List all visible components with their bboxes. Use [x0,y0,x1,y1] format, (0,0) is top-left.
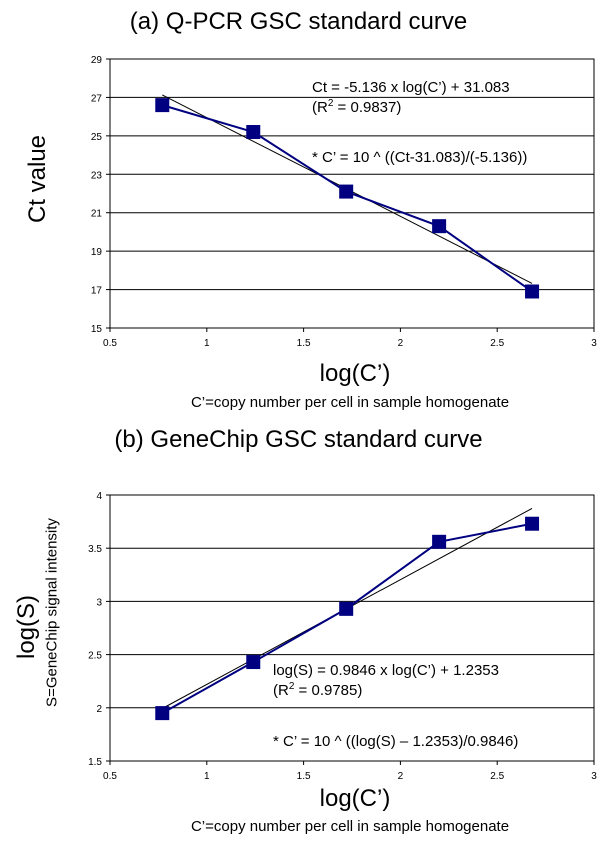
y-tick-label: 1.5 [88,757,102,768]
x-tick-label: 1.5 [297,338,311,349]
data-point [246,655,261,670]
plot-frame [109,494,595,762]
chart-title: (b) GeneChip GSC standard curve [114,426,483,453]
y-tick-label: 21 [91,209,103,220]
equation-label: log(S) = 0.9846 x log(C’) + 1.2353 [273,662,499,679]
y-tick-label: 29 [91,55,103,66]
x-tick-label: 1 [204,771,210,782]
x-tick-label: 2 [398,338,404,349]
y-tick-label: 2.5 [88,651,102,662]
y-tick-label: 23 [91,170,103,181]
y-tick-label: 19 [91,247,103,258]
x-axis-note: C’=copy number per cell in sample homoge… [190,818,510,835]
x-tick-label: 2.5 [490,338,504,349]
x-tick-label: 1 [204,338,210,349]
data-point [525,516,540,531]
r-squared-label: (R2 = 0.9837) [312,98,401,116]
x-tick-label: 3 [591,338,597,349]
y-tick-label: 17 [91,286,103,297]
y-tick-label: 27 [91,93,103,104]
inverse-formula-label: * C’ = 10 ^ ((Ct-31.083)/(-5.136)) [312,149,527,166]
x-tick-label: 1.5 [297,771,311,782]
y-tick-label: 3.5 [88,544,102,555]
x-tick-label: 0.5 [103,338,117,349]
chart-plot-b: 1.5 2 2.5 3 3.5 4 0.5 1 1.5 2 2.5 3 log(S) = 0.9846 … [88,491,597,782]
y-tick-label: 3 [96,597,102,608]
data-point [246,125,261,140]
r-squared-label: (R2 = 0.9785) [273,681,362,699]
chart-title: (a) Q-PCR GSC standard curve [129,8,468,35]
y-tick-label: 2 [96,704,102,715]
x-axis-label: log(C’) [319,785,391,812]
data-point [339,184,354,199]
data-point [339,601,354,616]
y-tick-label: 4 [96,491,102,502]
chart-panel-a: (a) Q-PCR GSC standard curve Ct value 15… [0,0,597,422]
x-axis-label: log(C’) [319,360,391,387]
x-axis-note: C’=copy number per cell in sample homoge… [190,394,510,411]
data-point [525,284,540,299]
chart-panel-b: (b) GeneChip GSC standard curve log(S) S… [0,422,597,849]
x-tick-label: 2.5 [490,771,504,782]
x-tick-label: 0.5 [103,771,117,782]
data-point [155,706,170,721]
y-tick-label: 25 [91,132,103,143]
inverse-formula-label: * C’ = 10 ^ ((log(S) – 1.2353)/0.9846) [273,733,518,750]
plot-frame [109,58,595,329]
chart-plot-a: 15 17 19 21 23 25 27 29 0.5 1 1.5 2 2.5 3 Ct = -5.136 … [91,55,597,349]
data-point [432,534,447,549]
x-tick-label: 2 [398,771,404,782]
y-tick-label: 15 [91,324,103,335]
x-tick-label: 3 [591,771,597,782]
data-point [432,219,447,234]
data-point [155,98,170,113]
equation-label: Ct = -5.136 x log(C’) + 31.083 [312,79,510,96]
